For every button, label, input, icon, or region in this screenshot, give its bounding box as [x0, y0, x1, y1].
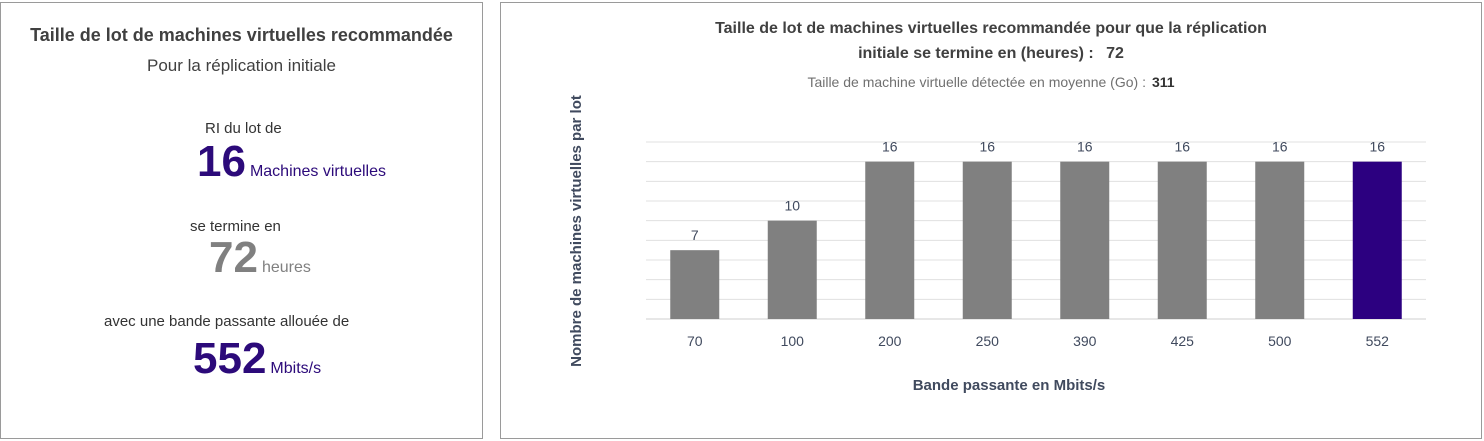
grid-lines: [646, 141, 1426, 320]
data-labels: 7 10 16 16 16 16 16 16: [691, 139, 1385, 244]
summary-title: Taille de lot de machines virtuelles rec…: [30, 25, 453, 45]
bar-70: [670, 250, 720, 319]
x-tick-390: 390: [1073, 333, 1097, 349]
summary-subtitle: Pour la réplication initiale: [147, 56, 336, 75]
data-label-425: 16: [1174, 139, 1190, 155]
bar-250: [962, 161, 1012, 319]
bandwidth-unit: Mbits/s: [270, 360, 322, 377]
batch-value: 16: [197, 137, 246, 186]
x-axis-title: Bande passante en Mbits/s: [913, 377, 1106, 394]
bar-552: [1352, 161, 1402, 319]
data-label-390: 16: [1077, 139, 1093, 155]
bar-425: [1157, 161, 1207, 319]
x-tick-70: 70: [687, 333, 703, 349]
bandwidth-label: avec une bande passante allouée de: [104, 313, 350, 330]
bar-390: [1060, 161, 1110, 319]
finish-value: 72: [209, 233, 258, 282]
x-tick-100: 100: [781, 333, 805, 349]
batch-label: RI du lot de: [205, 120, 282, 137]
summary-panel: Taille de lot de machines virtuelles rec…: [0, 2, 483, 439]
finish-value-row: 72 heures: [209, 233, 311, 283]
finish-unit: heures: [261, 259, 311, 276]
chart-subtitle-value: 311: [1151, 74, 1175, 90]
x-tick-425: 425: [1171, 333, 1195, 349]
chart-subtitle: Taille de machine virtuelle détectée en …: [807, 74, 1146, 90]
chart-subtitle-row: Taille de machine virtuelle détectée en …: [501, 74, 1481, 90]
finish-label: se termine en: [190, 218, 281, 235]
bar-500: [1255, 161, 1305, 319]
data-label-552: 16: [1369, 139, 1385, 155]
bandwidth-value: 552: [193, 334, 267, 383]
x-tick-labels: 70 100 200 250 390 425 500 552: [687, 333, 1389, 349]
bars: [670, 161, 1402, 319]
chart-title-value: 72: [1106, 45, 1124, 62]
x-tick-200: 200: [878, 333, 902, 349]
data-label-100: 10: [784, 198, 800, 214]
chart-title-line2: initiale se termine en (heures) :: [858, 45, 1094, 62]
data-label-70: 7: [691, 227, 699, 243]
bandwidth-value-row: 552 Mbits/s: [193, 334, 321, 384]
chart-title-line2-row: initiale se termine en (heures) : 72: [501, 41, 1481, 66]
chart-title-line1: Taille de lot de machines virtuelles rec…: [715, 20, 1267, 37]
chart-panel: Taille de lot de machines virtuelles rec…: [500, 2, 1482, 439]
x-tick-552: 552: [1366, 333, 1390, 349]
y-axis-title: Nombre de machines virtuelles par lot: [568, 95, 585, 367]
data-label-500: 16: [1272, 139, 1288, 155]
batch-unit: Machines virtuelles: [249, 163, 387, 180]
x-tick-500: 500: [1268, 333, 1292, 349]
data-label-200: 16: [882, 139, 898, 155]
bar-100: [767, 220, 817, 319]
x-tick-250: 250: [976, 333, 1000, 349]
data-label-250: 16: [979, 139, 995, 155]
batch-value-row: 16 Machines virtuelles: [197, 137, 386, 187]
bar-200: [865, 161, 915, 319]
